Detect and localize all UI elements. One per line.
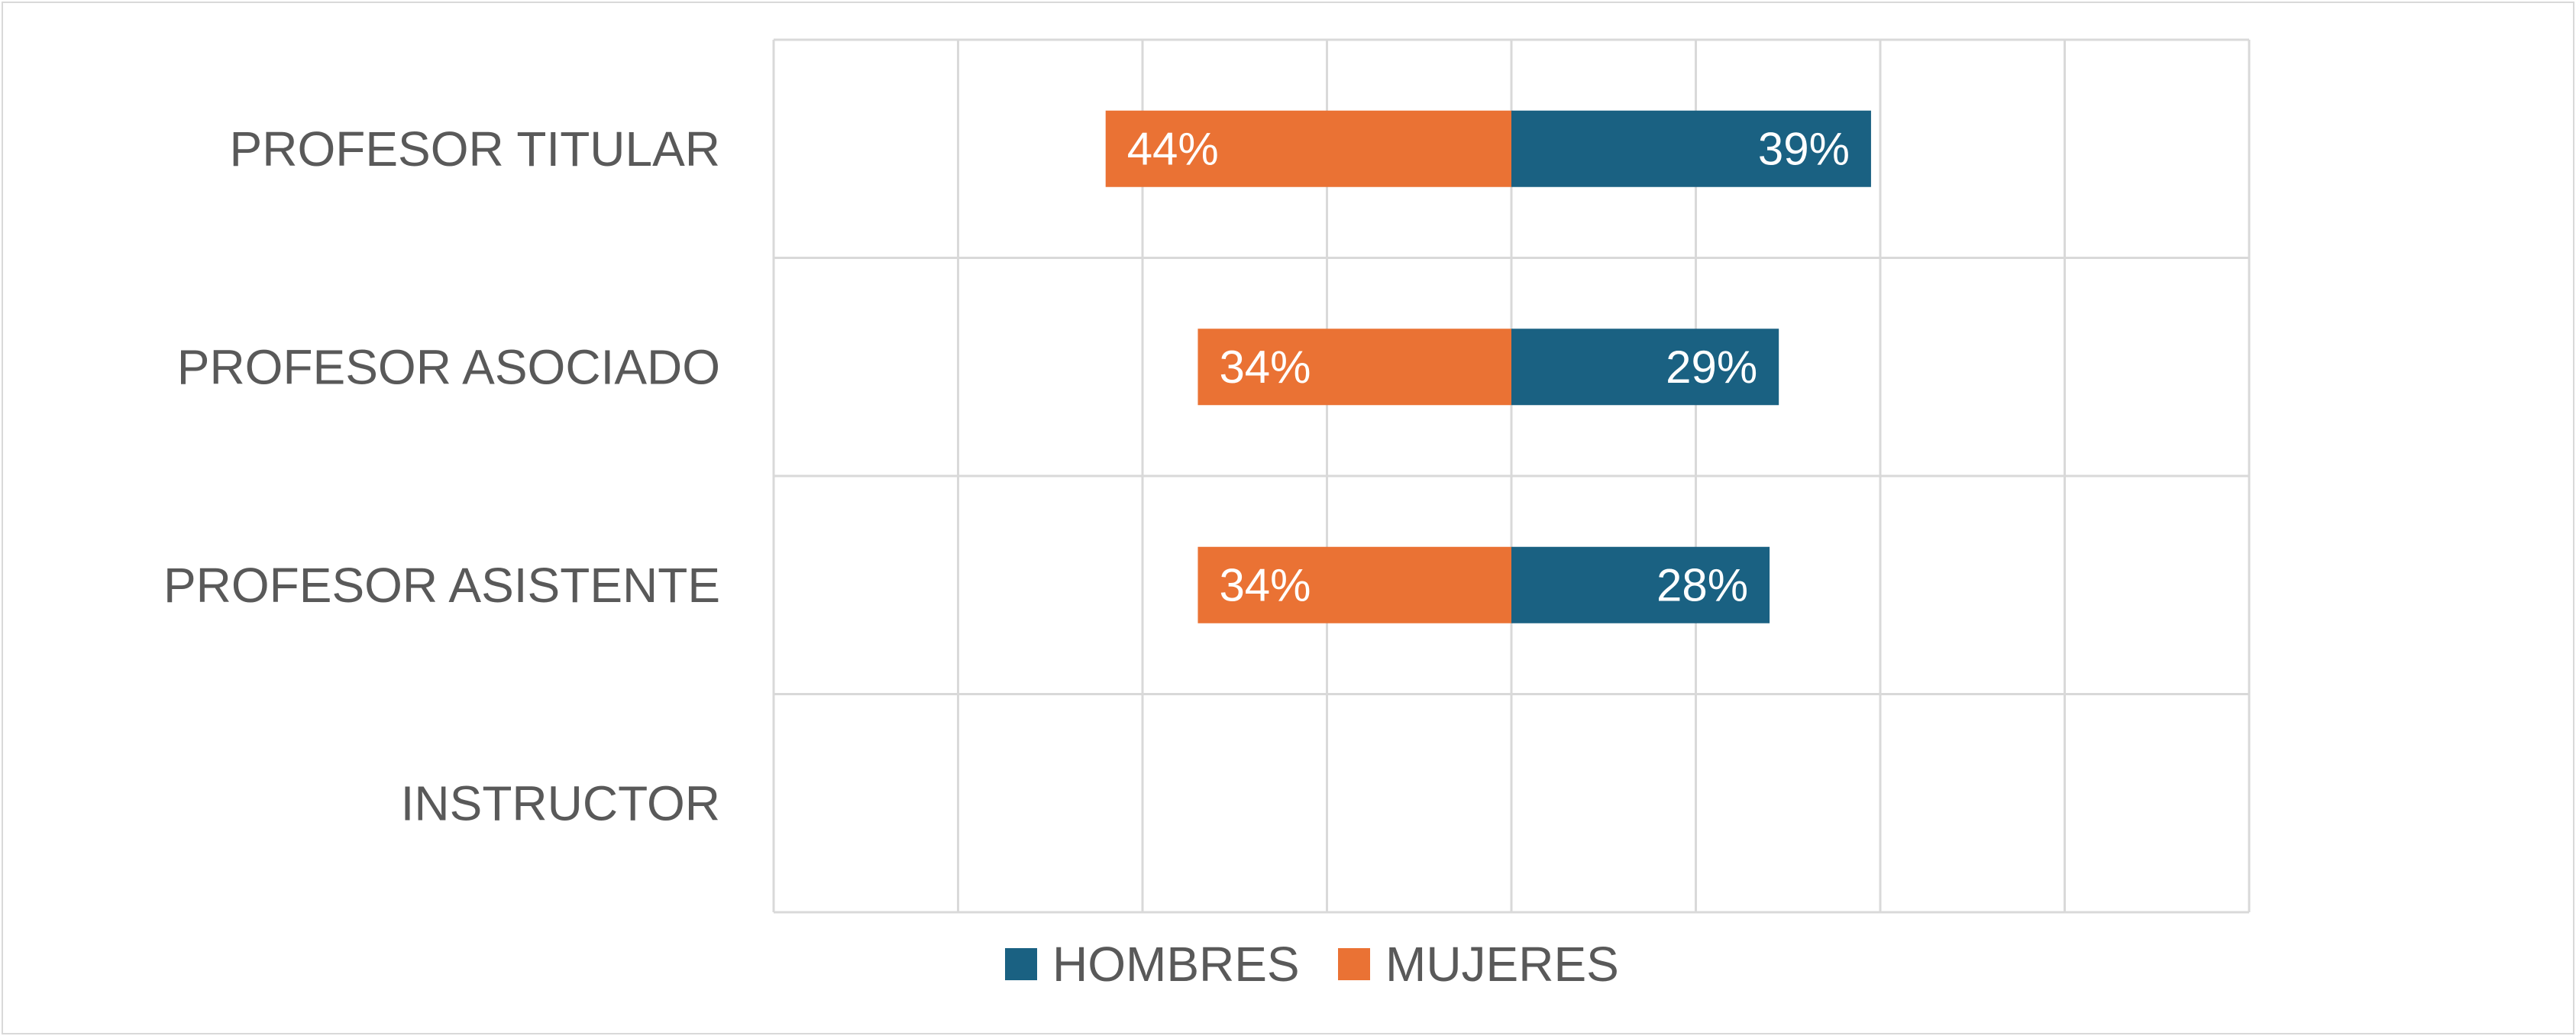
data-label-hombres: 29% (1666, 342, 1757, 393)
legend-label-hombres: HOMBRES (1052, 937, 1300, 992)
category-label: PROFESOR ASISTENTE (163, 558, 720, 613)
diverging-bar-chart: 39%29%28%44%34%34% PROFESOR TITULARPROFE… (163, 38, 2251, 992)
legend-swatch-hombres (1005, 948, 1037, 980)
data-label-mujeres: 44% (1127, 123, 1219, 174)
category-label: PROFESOR ASOCIADO (177, 339, 720, 394)
legend: HOMBRES MUJERES (1005, 937, 1619, 992)
category-labels-layer: PROFESOR TITULAR PROFESOR ASOCIADO PROFESO… (163, 121, 720, 831)
bar-hombres (1511, 110, 1871, 187)
bar-hombres (1511, 329, 1779, 406)
bar-mujeres (1198, 329, 1511, 406)
data-label-hombres: 39% (1758, 123, 1850, 174)
bar-mujeres (1105, 110, 1511, 187)
bar-hombres (1511, 546, 1770, 623)
category-label: PROFESOR TITULAR (230, 121, 720, 176)
data-label-mujeres: 34% (1219, 342, 1311, 393)
data-labels-layer: 39% 29% 28% 44% 34% 34% (1127, 123, 1850, 610)
bar-mujeres (1198, 546, 1511, 623)
data-label-mujeres: 34% (1219, 559, 1311, 610)
bars-layer (1105, 110, 1871, 623)
data-label-hombres: 28% (1656, 559, 1748, 610)
legend-swatch-mujeres (1338, 948, 1370, 980)
legend-label-mujeres: MUJERES (1385, 937, 1619, 992)
category-label: INSTRUCTOR (401, 775, 720, 830)
